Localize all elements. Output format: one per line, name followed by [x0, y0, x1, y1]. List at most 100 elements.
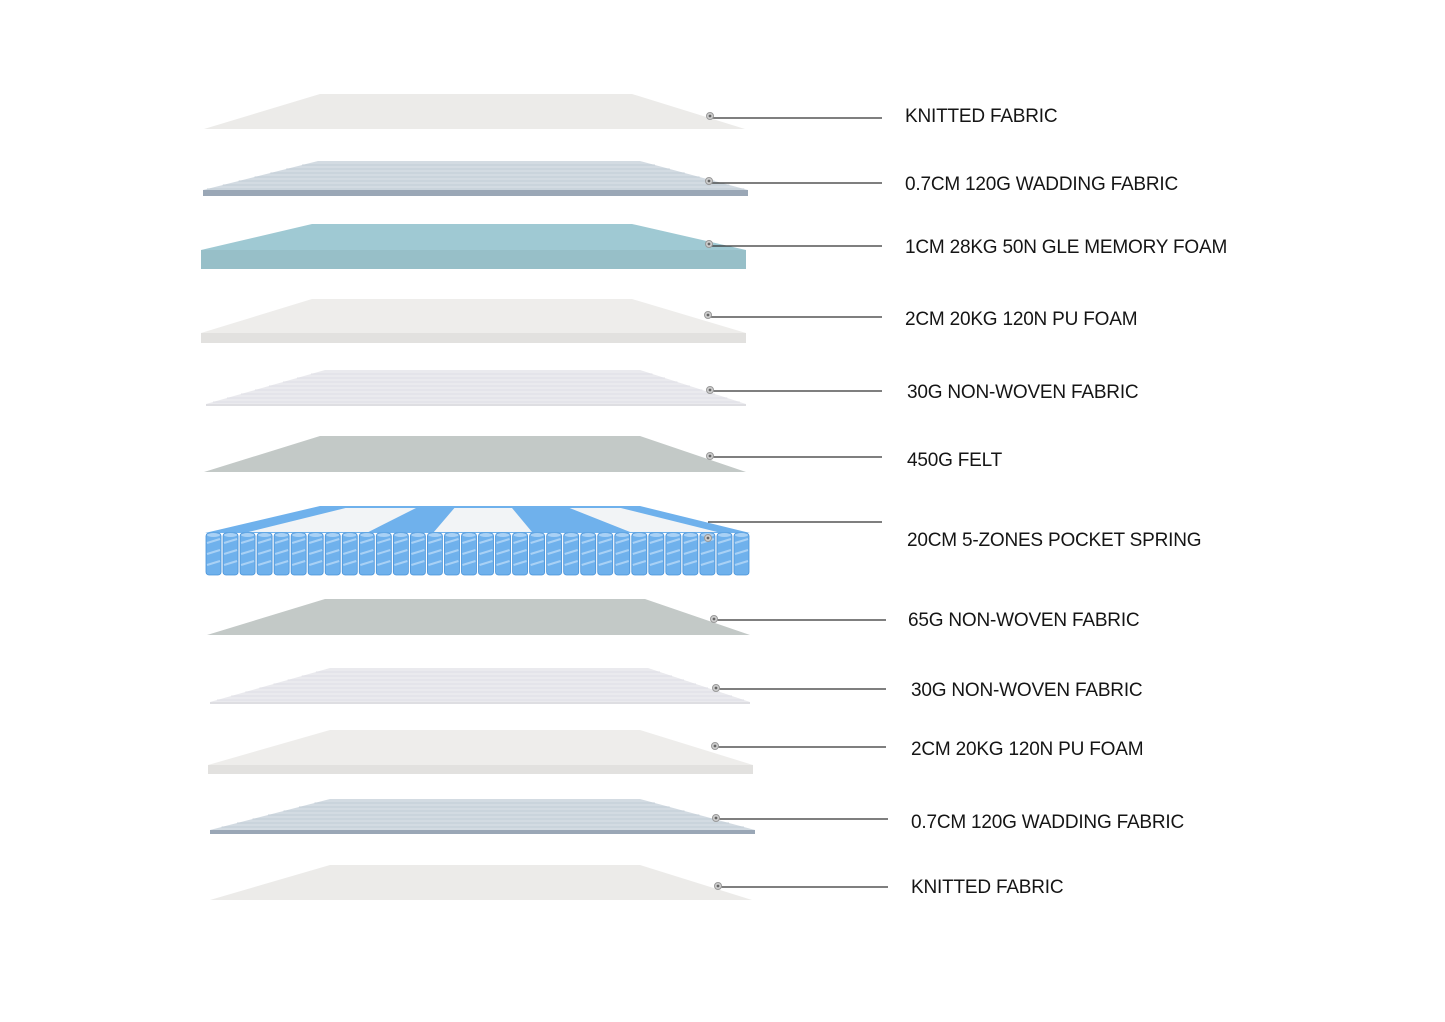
coil-wire [377, 549, 391, 555]
coil-wire [581, 560, 596, 566]
coil-wire [377, 560, 391, 566]
coil-wire [734, 538, 749, 544]
wadding-layer-edge [210, 830, 755, 834]
coil-wire [547, 538, 561, 544]
marker-dot-center [716, 884, 720, 888]
coil-wire [308, 538, 323, 544]
coil-wire [717, 560, 732, 566]
coil-wire [445, 560, 459, 566]
coil-wire [291, 549, 306, 555]
coil-wire [632, 538, 647, 544]
coil-wire [598, 538, 613, 544]
nonwoven-layer-edge [206, 404, 746, 406]
coil-wire [479, 538, 493, 544]
coil-wire [649, 538, 664, 544]
coil-top [394, 533, 408, 537]
coil-wire [274, 549, 289, 555]
coil-wire [377, 538, 391, 544]
coil-wire [223, 549, 238, 555]
marker-dot-center [714, 816, 718, 820]
coil-wire [462, 549, 476, 555]
coil-wire [428, 549, 442, 555]
coil-wire [291, 538, 306, 544]
layer-label: 30G NON-WOVEN FABRIC [907, 382, 1138, 403]
coil-top [632, 533, 646, 537]
layer-label: KNITTED FABRIC [905, 106, 1057, 127]
nonwoven-layer-surface [206, 370, 746, 404]
layer-label: 1CM 28KG 50N GLE MEMORY FOAM [905, 237, 1227, 258]
coil-top [581, 533, 595, 537]
marker-dot-center [713, 744, 717, 748]
layer-label: 2CM 20KG 120N PU FOAM [911, 739, 1143, 760]
coil-top [734, 533, 748, 537]
coil-wire [700, 549, 715, 555]
coil-wire [291, 560, 306, 566]
coil-top [224, 533, 238, 537]
coil-top [292, 533, 306, 537]
coil-wire [240, 549, 255, 555]
coil-wire [615, 560, 630, 566]
coil-wire [479, 560, 493, 566]
marker-dot-center [707, 242, 711, 246]
coil-wire [223, 538, 238, 544]
felt-layer-surface [204, 436, 746, 472]
coil-top [258, 533, 272, 537]
coil-wire [530, 549, 544, 555]
coil-top [479, 533, 493, 537]
coil-wire [325, 538, 340, 544]
coil-top [207, 533, 221, 537]
coil-wire [496, 538, 510, 544]
coil-top [717, 533, 731, 537]
marker-dot-center [708, 114, 712, 118]
coil-wire [257, 538, 272, 544]
coil-wire [734, 549, 749, 555]
layer-label: 0.7CM 120G WADDING FABRIC [905, 174, 1178, 195]
coil-wire [274, 538, 289, 544]
coil-wire [257, 549, 272, 555]
coil-wire [411, 538, 425, 544]
layer-label: 30G NON-WOVEN FABRIC [911, 680, 1142, 701]
marker-dot-center [706, 313, 710, 317]
coil-wire [717, 538, 732, 544]
marker-dot-center [706, 536, 710, 540]
coil-wire [240, 538, 255, 544]
layer-label: 0.7CM 120G WADDING FABRIC [911, 812, 1184, 833]
coil-wire [479, 549, 493, 555]
coil-wire [308, 560, 323, 566]
pu-layer-edge [208, 765, 753, 774]
coil-wire [615, 549, 630, 555]
coil-wire [496, 560, 510, 566]
coil-wire [598, 560, 613, 566]
coil-top [343, 533, 357, 537]
coil-wire [598, 549, 613, 555]
wadding-layer-edge [203, 190, 748, 196]
coil-top [326, 533, 340, 537]
coil-wire [411, 560, 425, 566]
coil-wire [206, 549, 221, 555]
coil-wire [666, 549, 681, 555]
coil-top [564, 533, 578, 537]
layer-label: 450G FELT [907, 450, 1003, 471]
coil-wire [308, 549, 323, 555]
coil-wire [530, 560, 544, 566]
coil-wire [564, 549, 578, 555]
coil-top [513, 533, 527, 537]
coil-wire [359, 549, 374, 555]
coil-wire [666, 538, 681, 544]
coil-wire [513, 549, 527, 555]
memory-layer-surface [201, 224, 746, 250]
layer-label: 20CM 5-ZONES POCKET SPRING [907, 530, 1201, 551]
coil-top [649, 533, 663, 537]
marker-dot-center [708, 388, 712, 392]
marker-dot-center [708, 454, 712, 458]
coil-wire [223, 560, 238, 566]
coil-wire [666, 560, 681, 566]
coil-wire [359, 560, 374, 566]
coil-top [666, 533, 680, 537]
coil-top [309, 533, 323, 537]
coil-wire [428, 538, 442, 544]
knit-layer-surface [210, 865, 752, 900]
felt-layer-surface [207, 599, 750, 635]
coil-wire [734, 560, 749, 566]
